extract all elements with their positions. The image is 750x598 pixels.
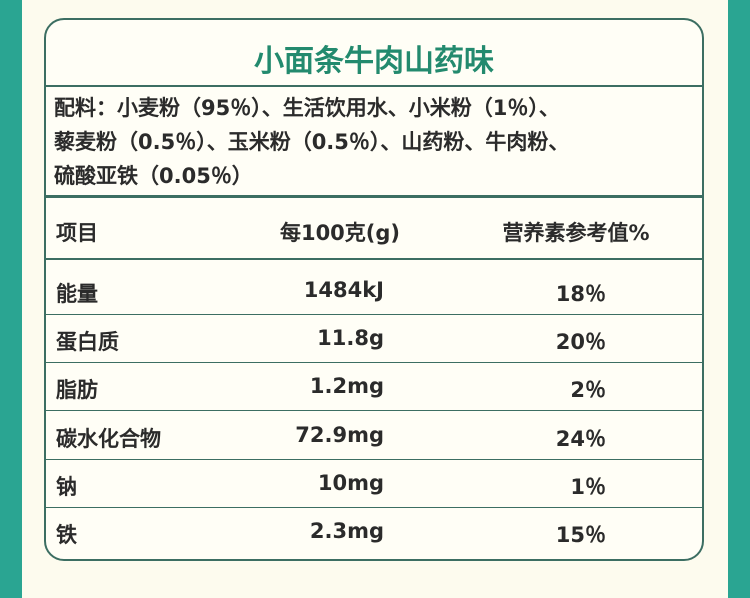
header-cell: 营养素参考值% — [502, 221, 650, 245]
table-cell: 钠 — [56, 474, 77, 499]
left-strip — [0, 0, 22, 598]
divider — [46, 195, 702, 198]
table-cell: 2％ — [570, 378, 606, 403]
header-cell: 项目 — [56, 221, 98, 245]
table-cell: 20％ — [555, 330, 606, 355]
table-cell: 蛋白质 — [56, 330, 119, 355]
table-cell: 24％ — [555, 426, 606, 451]
header-cell: 每100克(g) — [279, 221, 401, 245]
title: 小面条牛肉山药味 — [254, 44, 494, 79]
right-strip — [728, 0, 750, 598]
table-cell: 10mg — [317, 470, 384, 495]
label-box: 小面条牛肉山药味 配料：小麦粉（95％）、生活饮用水、小米粉（1％）、 藜麦粉（… — [44, 18, 704, 561]
table-cell: 15％ — [555, 523, 606, 547]
row-divider — [46, 362, 702, 364]
ingredients-line: 硫酸亚铁（0.05％） — [54, 164, 253, 188]
table-cell: 脂肪 — [56, 378, 98, 403]
table-cell: 铁 — [56, 523, 77, 547]
row-divider — [46, 458, 702, 460]
ingredients-line: 藜麦粉（0.5％）、玉米粉（0.5％）、山药粉、牛肉粉、 — [54, 130, 570, 154]
table-cell: 1484kJ — [303, 278, 384, 302]
table-cell: 11.8g — [317, 326, 384, 351]
divider — [46, 85, 702, 87]
table-cell: 72.9mg — [295, 422, 384, 447]
table-cell: 18％ — [555, 282, 606, 306]
row-divider — [46, 314, 702, 315]
table-cell: 1％ — [570, 474, 606, 499]
table-cell: 碳水化合物 — [56, 426, 161, 451]
table-cell: 2.3mg — [309, 519, 384, 543]
table-cell: 能量 — [56, 282, 98, 306]
table-cell: 1.2mg — [309, 374, 384, 399]
row-divider — [46, 410, 702, 412]
row-divider — [46, 506, 702, 508]
divider — [46, 258, 702, 260]
ingredients-line: 配料：小麦粉（95％）、生活饮用水、小米粉（1％）、 — [54, 96, 560, 120]
